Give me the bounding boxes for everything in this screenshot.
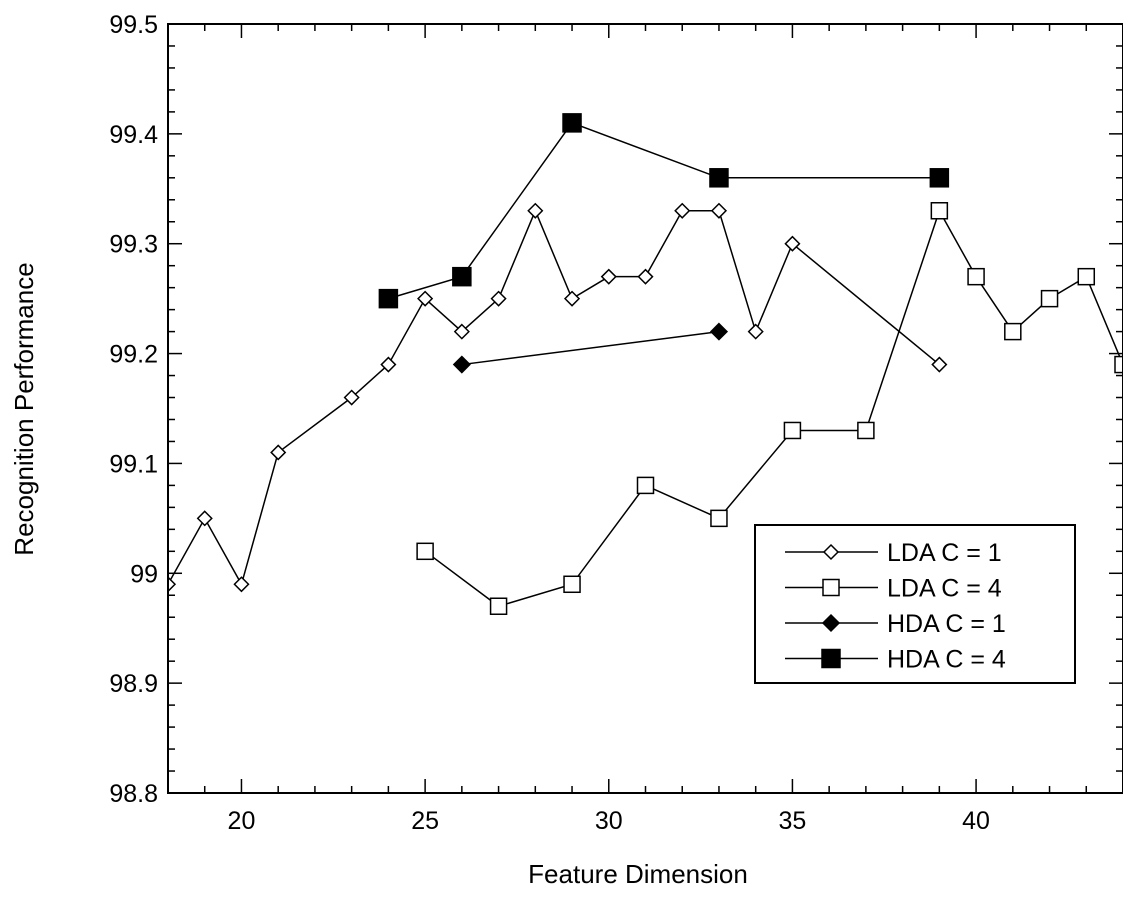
legend-label: LDA C = 1 <box>887 539 1002 567</box>
data-point-marker <box>489 597 508 615</box>
data-point-marker <box>343 389 360 406</box>
data-point-marker <box>168 576 177 593</box>
legend-label: LDA C = 4 <box>887 575 1002 603</box>
series-line <box>168 208 940 587</box>
legend-entry: HDA C = 1 <box>785 610 1006 638</box>
data-point-marker <box>270 444 287 461</box>
x-axis-title: Feature Dimension <box>528 859 748 889</box>
data-point-marker <box>709 168 729 188</box>
data-point-marker <box>452 266 472 287</box>
data-point-marker <box>710 202 728 219</box>
series-line <box>461 330 720 366</box>
x-tick-label: 30 <box>595 807 623 835</box>
data-point-marker <box>562 113 582 133</box>
legend-entry: LDA C = 4 <box>785 575 1002 603</box>
data-point-marker <box>637 268 654 285</box>
data-point-marker <box>563 290 581 307</box>
y-tick-label: 98.8 <box>109 780 158 808</box>
y-axis-title: Recognition Performance <box>9 262 39 555</box>
data-point-marker <box>674 202 691 219</box>
data-point-marker <box>821 648 841 669</box>
legend-label: HDA C = 1 <box>887 610 1006 638</box>
data-point-marker <box>600 268 617 285</box>
y-tick-label: 99.3 <box>109 231 158 259</box>
data-point-marker <box>233 576 250 593</box>
data-point-marker <box>931 356 948 373</box>
data-point-marker <box>747 323 764 340</box>
legend-entry: HDA C = 4 <box>785 646 1006 674</box>
axis-ticks <box>167 23 1123 794</box>
x-tick-label: 40 <box>962 807 990 835</box>
data-point-marker <box>490 290 507 307</box>
data-point-marker <box>527 202 544 219</box>
y-tick-label: 99.1 <box>109 450 158 478</box>
data-point-marker <box>563 575 581 594</box>
y-tick-label: 99.4 <box>109 121 158 149</box>
plot-frame <box>167 23 1123 794</box>
data-point-marker <box>380 356 397 373</box>
plot-series <box>168 113 1123 615</box>
data-point-marker <box>709 322 729 341</box>
y-tick-label: 99.2 <box>109 341 158 369</box>
series-4 <box>378 113 950 309</box>
y-tick-label: 99.5 <box>109 11 158 39</box>
data-point-marker <box>378 288 399 309</box>
data-point-marker <box>453 323 470 340</box>
x-tick-label: 35 <box>779 807 807 835</box>
series-3 <box>452 322 729 374</box>
series-2 <box>416 202 1123 615</box>
y-tick-label: 99 <box>130 560 158 588</box>
data-point-marker <box>416 542 434 561</box>
legend-entry: LDA C = 1 <box>785 539 1002 567</box>
legend-box <box>754 524 1076 684</box>
data-point-marker <box>1114 355 1123 374</box>
data-point-marker <box>929 168 950 188</box>
tick-labels: 20 25 30 35 40 98.8 98.9 99 99.1 99.2 99.3 99.4 99.5 <box>109 11 990 835</box>
data-point-marker <box>967 267 985 286</box>
data-point-marker <box>857 421 875 440</box>
data-point-marker <box>417 290 434 307</box>
data-point-marker <box>1004 322 1022 341</box>
data-point-marker <box>822 543 840 561</box>
x-tick-label: 20 <box>228 807 256 835</box>
legend: LDA C = 1 LDA C = 4 HDA C = 1 HDA C = 4 <box>754 524 1076 684</box>
data-point-marker <box>452 355 471 374</box>
x-tick-label: 25 <box>411 807 439 835</box>
series-1 <box>168 202 948 593</box>
data-point-marker <box>783 421 802 440</box>
data-point-marker <box>710 509 728 528</box>
data-point-marker <box>1077 267 1096 286</box>
y-tick-label: 98.9 <box>109 670 158 698</box>
data-point-marker <box>930 202 949 220</box>
data-point-marker <box>822 578 840 597</box>
data-point-marker <box>636 476 655 495</box>
data-point-marker <box>821 613 841 633</box>
data-point-marker <box>1040 289 1059 308</box>
data-point-marker <box>784 235 801 252</box>
legend-label: HDA C = 4 <box>887 646 1006 674</box>
data-point-marker <box>196 510 213 527</box>
